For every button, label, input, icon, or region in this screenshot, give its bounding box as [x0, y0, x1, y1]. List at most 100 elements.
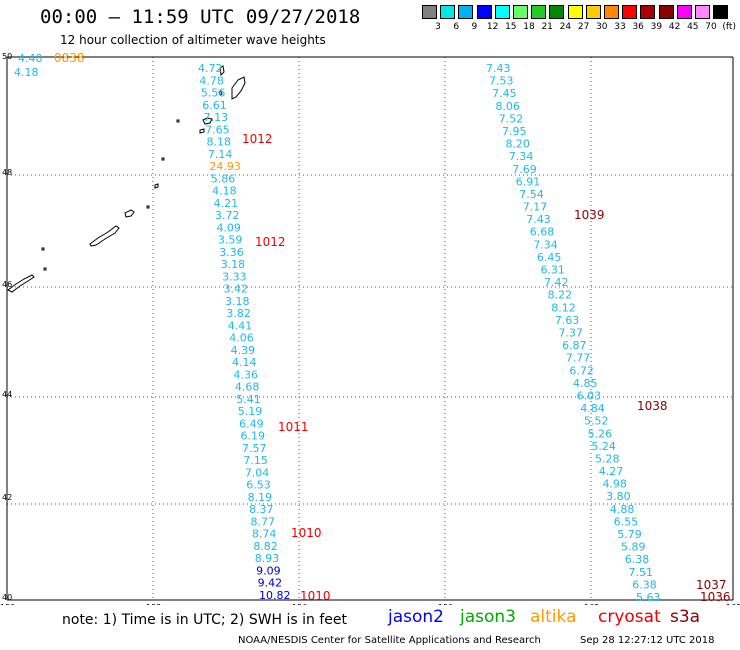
swh-value: 3.18	[225, 295, 250, 308]
satellite-altika: altika	[530, 607, 577, 627]
swh-value: 3.18	[221, 258, 246, 271]
swh-value: 6.72	[569, 364, 594, 377]
legend-swatch	[422, 5, 437, 19]
legend-label: 24	[559, 22, 572, 32]
swh-value: 4.72	[198, 62, 223, 75]
legend-swatch	[658, 5, 674, 19]
swh-value: 9.09	[256, 564, 281, 577]
island-dot-1	[176, 119, 180, 123]
legend-label: 70	[705, 22, 717, 32]
overpass-time-label: 1011	[278, 420, 309, 434]
legend-swatch	[640, 5, 656, 19]
latitude-label: 48	[2, 168, 12, 177]
footer-note: note: 1) Time is in UTC; 2) SWH is in fe…	[62, 612, 348, 628]
swh-value: 7.14	[208, 148, 233, 161]
swh-value: 4.68	[235, 381, 260, 394]
legend-swatch	[476, 5, 492, 19]
swh-value: 24.93	[209, 160, 241, 173]
swh-value: 7.34	[533, 238, 558, 251]
swh-value: 6.31	[540, 264, 565, 277]
legend-label: 39	[650, 22, 663, 32]
swh-value: 8.20	[505, 138, 530, 151]
longitude-label: 150	[0, 603, 15, 605]
swh-value: 7.43	[526, 213, 551, 226]
swh-value: 4.36	[233, 368, 258, 381]
latitude-label: 46	[2, 280, 12, 289]
island-dot-5	[41, 247, 45, 251]
island-dot-3	[154, 183, 159, 189]
legend-label: 3	[435, 22, 441, 32]
island-paramushir	[231, 76, 246, 100]
island-dot-4	[146, 205, 150, 209]
swh-value: 6.61	[202, 99, 227, 112]
overpass-time-label: 1010	[300, 589, 331, 603]
legend-swatch	[531, 5, 547, 19]
swh-value: 8.93	[255, 552, 280, 565]
overpass-time-label: 1012	[242, 132, 273, 146]
longitude-label: 165	[726, 603, 740, 605]
map-subtitle: 12 hour collection of altimeter wave hei…	[60, 33, 326, 47]
legend-label: 30	[596, 22, 608, 32]
swh-value: 5.89	[621, 541, 646, 554]
swh-value: 4.40	[18, 52, 43, 65]
swh-value: 5.19	[238, 405, 263, 418]
legend-label: 42	[668, 22, 681, 32]
coastline	[7, 65, 246, 293]
legend-label: 12	[486, 22, 499, 32]
swh-value: 7.57	[242, 442, 267, 455]
longitude-label: 153	[146, 603, 161, 605]
swh-value: 6.55	[614, 515, 639, 528]
longitude-label: 162	[584, 603, 599, 605]
swh-value: 6.03	[577, 389, 602, 402]
swh-value: 7.53	[489, 75, 514, 88]
swh-value: 3.42	[224, 283, 249, 296]
swh-value: 4.27	[599, 465, 624, 478]
swh-value: 7.69	[512, 163, 537, 176]
latitude-label: 50	[2, 52, 12, 61]
satellite-jason2: jason2	[388, 607, 444, 627]
swh-value: 4.84	[580, 402, 605, 415]
swh-value: 4.39	[231, 344, 256, 357]
legend-label: 18	[523, 22, 535, 32]
legend-label: 36	[632, 22, 644, 32]
legend-label: 27	[577, 22, 590, 32]
legend-label: 6	[453, 22, 460, 32]
legend-label: (ft)	[722, 22, 736, 32]
legend-label: 15	[505, 22, 517, 32]
swh-value: 9.42	[258, 577, 283, 590]
overpass-time-label: 1037	[696, 578, 727, 592]
swh-value: 7.51	[629, 566, 654, 579]
swh-value: 5.28	[595, 452, 620, 465]
swh-value: 8.22	[548, 289, 573, 302]
swh-value: 8.18	[207, 136, 232, 149]
island-onekotan	[219, 65, 225, 77]
swh-value: 7.37	[558, 327, 583, 340]
swh-value: 4.21	[214, 197, 239, 210]
legend-swatch	[695, 5, 710, 19]
legend-swatch	[676, 5, 692, 19]
latitude-label: 42	[2, 493, 12, 502]
swh-value: 8.77	[250, 515, 275, 528]
map-grid	[6, 56, 734, 601]
island-small-2	[202, 117, 213, 125]
swh-value: 7.45	[492, 87, 517, 100]
map-value-labels: 5048464442401501531561591621654.404.184.…	[0, 51, 740, 605]
longitude-label: 159	[438, 603, 453, 605]
overpass-time-label: 1012	[255, 235, 286, 249]
legend-label: 9	[471, 22, 478, 32]
swh-value: 8.74	[252, 528, 277, 541]
swh-value: 4.41	[228, 319, 253, 332]
swh-value: 3.33	[222, 270, 247, 283]
swh-value: 3.36	[219, 246, 244, 259]
overpass-time-label: 1038	[637, 399, 668, 413]
swh-value: 6.68	[530, 226, 555, 239]
swh-value: 5.26	[588, 427, 613, 440]
overpass-time-label: 0838	[54, 51, 85, 65]
swh-value: 3.82	[226, 307, 251, 320]
latitude-label: 44	[2, 390, 12, 399]
overpass-time-label: 1036	[700, 590, 731, 604]
legend-swatch	[494, 5, 510, 19]
swh-value: 6.19	[241, 430, 266, 443]
island-small-3	[199, 128, 205, 134]
swh-value: 7.42	[544, 276, 569, 289]
